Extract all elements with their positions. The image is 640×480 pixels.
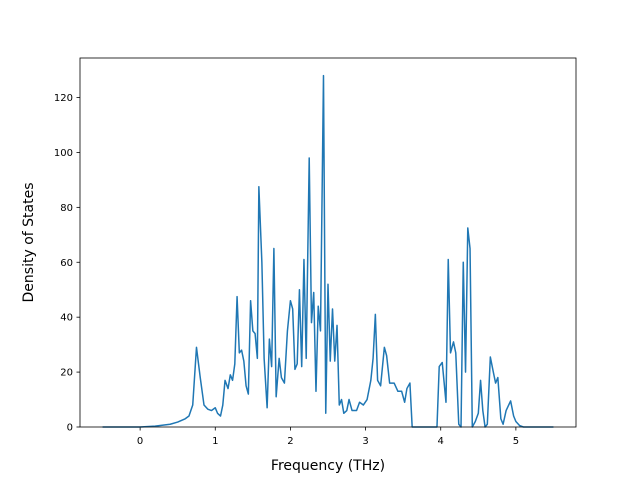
x-tick-label: 0 xyxy=(137,436,143,447)
line xyxy=(102,74,554,428)
x-tick-label: 4 xyxy=(438,436,444,447)
x-tick-label: 1 xyxy=(212,436,218,447)
y-tick-label: 120 xyxy=(54,93,73,104)
y-tick-label: 40 xyxy=(60,313,73,324)
plot-frame xyxy=(79,57,577,428)
x-axis-label: Frequency (THz) xyxy=(271,458,385,474)
y-tick-label: 80 xyxy=(60,203,73,214)
y-tick-label: 60 xyxy=(60,258,73,269)
y-tick-label: 20 xyxy=(60,368,73,379)
x-tick-label: 3 xyxy=(362,436,368,447)
y-tick-label: 100 xyxy=(54,148,73,159)
y-axis-label: Density of States xyxy=(21,183,37,303)
x-tick-label: 2 xyxy=(287,436,293,447)
x-tick-label: 5 xyxy=(513,436,519,447)
y-tick-label: 0 xyxy=(67,423,73,434)
